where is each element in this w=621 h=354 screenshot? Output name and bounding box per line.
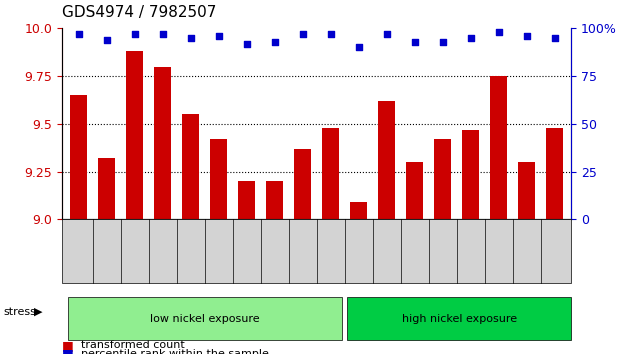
Bar [183,114,199,219]
Bar [490,76,507,219]
Bar [211,139,227,219]
Bar [518,162,535,219]
Bar [127,51,143,219]
Point [214,33,224,39]
Point [494,29,504,35]
Text: low nickel exposure: low nickel exposure [150,314,260,324]
Point [186,35,196,41]
Bar [350,202,367,219]
Point [522,33,532,39]
Point [410,39,420,45]
Bar [378,101,395,219]
Point [382,31,392,37]
Bar [434,139,451,219]
Text: ■: ■ [62,339,74,352]
Point [438,39,448,45]
Point [550,35,560,41]
Point [242,41,252,46]
Bar [406,162,423,219]
Point [466,35,476,41]
Point [270,39,279,45]
Point [102,37,112,42]
Point [354,45,364,50]
Point [74,31,84,37]
Bar [294,149,311,219]
Text: GDS4974 / 7982507: GDS4974 / 7982507 [62,5,217,20]
Text: transformed count: transformed count [81,340,184,350]
Text: ■: ■ [62,348,74,354]
Point [297,31,307,37]
Bar [546,128,563,219]
Bar [99,158,116,219]
Bar [238,181,255,219]
Text: high nickel exposure: high nickel exposure [402,314,517,324]
Bar [71,95,88,219]
Text: percentile rank within the sample: percentile rank within the sample [81,349,269,354]
Text: ▶: ▶ [34,307,43,316]
Point [130,31,140,37]
Bar [322,128,339,219]
Bar [462,130,479,219]
Text: stress: stress [3,307,36,316]
Bar [266,181,283,219]
Bar [155,67,171,219]
Point [158,31,168,37]
Point [326,31,336,37]
